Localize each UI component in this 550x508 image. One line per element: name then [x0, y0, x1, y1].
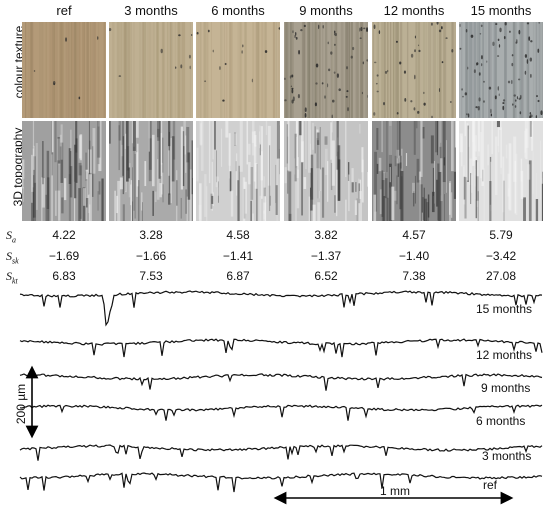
- topography-tile-5: [459, 121, 543, 221]
- param-value: −1.40: [398, 249, 430, 263]
- param-symbol: S: [6, 269, 12, 283]
- profile-line-0: [19, 290, 543, 327]
- column-header-0: ref: [56, 3, 72, 18]
- param-value: 6.87: [226, 269, 250, 283]
- profile-line-3: [19, 404, 543, 421]
- param-symbol: S: [6, 249, 12, 263]
- colour-texture-tile-5: [459, 22, 543, 118]
- param-symbol: S: [6, 228, 12, 242]
- param-value: 4.57: [402, 228, 426, 242]
- param-label-2: Skt: [6, 269, 18, 285]
- profile-label-0: 15 months: [476, 302, 533, 316]
- profile-line-4: [19, 444, 543, 461]
- column-header-1: 3 months: [124, 3, 178, 18]
- colour-texture-tile-1: [109, 22, 193, 118]
- profile-label-5: ref: [483, 478, 498, 492]
- topography-tile-2: [196, 121, 280, 221]
- param-value: 5.79: [489, 228, 513, 242]
- param-value: 27.08: [485, 269, 517, 283]
- param-subscript: sk: [12, 256, 19, 266]
- param-value: −3.42: [485, 249, 517, 263]
- param-value: −1.69: [48, 249, 80, 263]
- param-value: 6.83: [52, 269, 76, 283]
- profile-label-1: 12 months: [476, 348, 533, 362]
- param-label-1: Ssk: [6, 249, 19, 265]
- profile-label-2: 9 months: [481, 381, 531, 395]
- param-value: −1.37: [310, 249, 342, 263]
- param-value: 7.38: [402, 269, 426, 283]
- param-value: 7.53: [139, 269, 163, 283]
- param-value: 4.22: [52, 228, 76, 242]
- profile-line-5: [19, 472, 543, 493]
- param-subscript: a: [12, 235, 16, 245]
- column-header-3: 9 months: [299, 3, 353, 18]
- param-value: 6.52: [314, 269, 338, 283]
- profile-line-1: [19, 338, 543, 358]
- topography-tile-1: [109, 121, 193, 221]
- param-value: −1.66: [135, 249, 167, 263]
- param-value: 4.58: [226, 228, 250, 242]
- column-header-4: 12 months: [383, 3, 445, 18]
- column-header-2: 6 months: [211, 3, 265, 18]
- colour-texture-tile-2: [196, 22, 280, 118]
- param-value: 3.82: [314, 228, 338, 242]
- colour-texture-tile-4: [372, 22, 456, 118]
- topography-tile-4: [372, 121, 456, 221]
- horizontal-scale-label: 1 mm: [380, 484, 410, 498]
- profile-label-4: 3 months: [482, 449, 532, 463]
- column-header-5: 15 months: [470, 3, 532, 18]
- surface-profiles-plot: [19, 290, 543, 493]
- profile-label-3: 6 months: [476, 414, 526, 428]
- topography-tile-0: [22, 121, 106, 221]
- param-label-0: Sa: [6, 228, 16, 244]
- colour-texture-tile-0: [22, 22, 106, 118]
- profile-line-2: [19, 373, 543, 391]
- param-value: −1.41: [222, 249, 254, 263]
- vertical-scale-label: 200 µm: [14, 383, 28, 425]
- topography-tile-3: [284, 121, 368, 221]
- param-subscript: kt: [12, 276, 18, 286]
- param-value: 3.28: [139, 228, 163, 242]
- colour-texture-tile-3: [284, 22, 368, 118]
